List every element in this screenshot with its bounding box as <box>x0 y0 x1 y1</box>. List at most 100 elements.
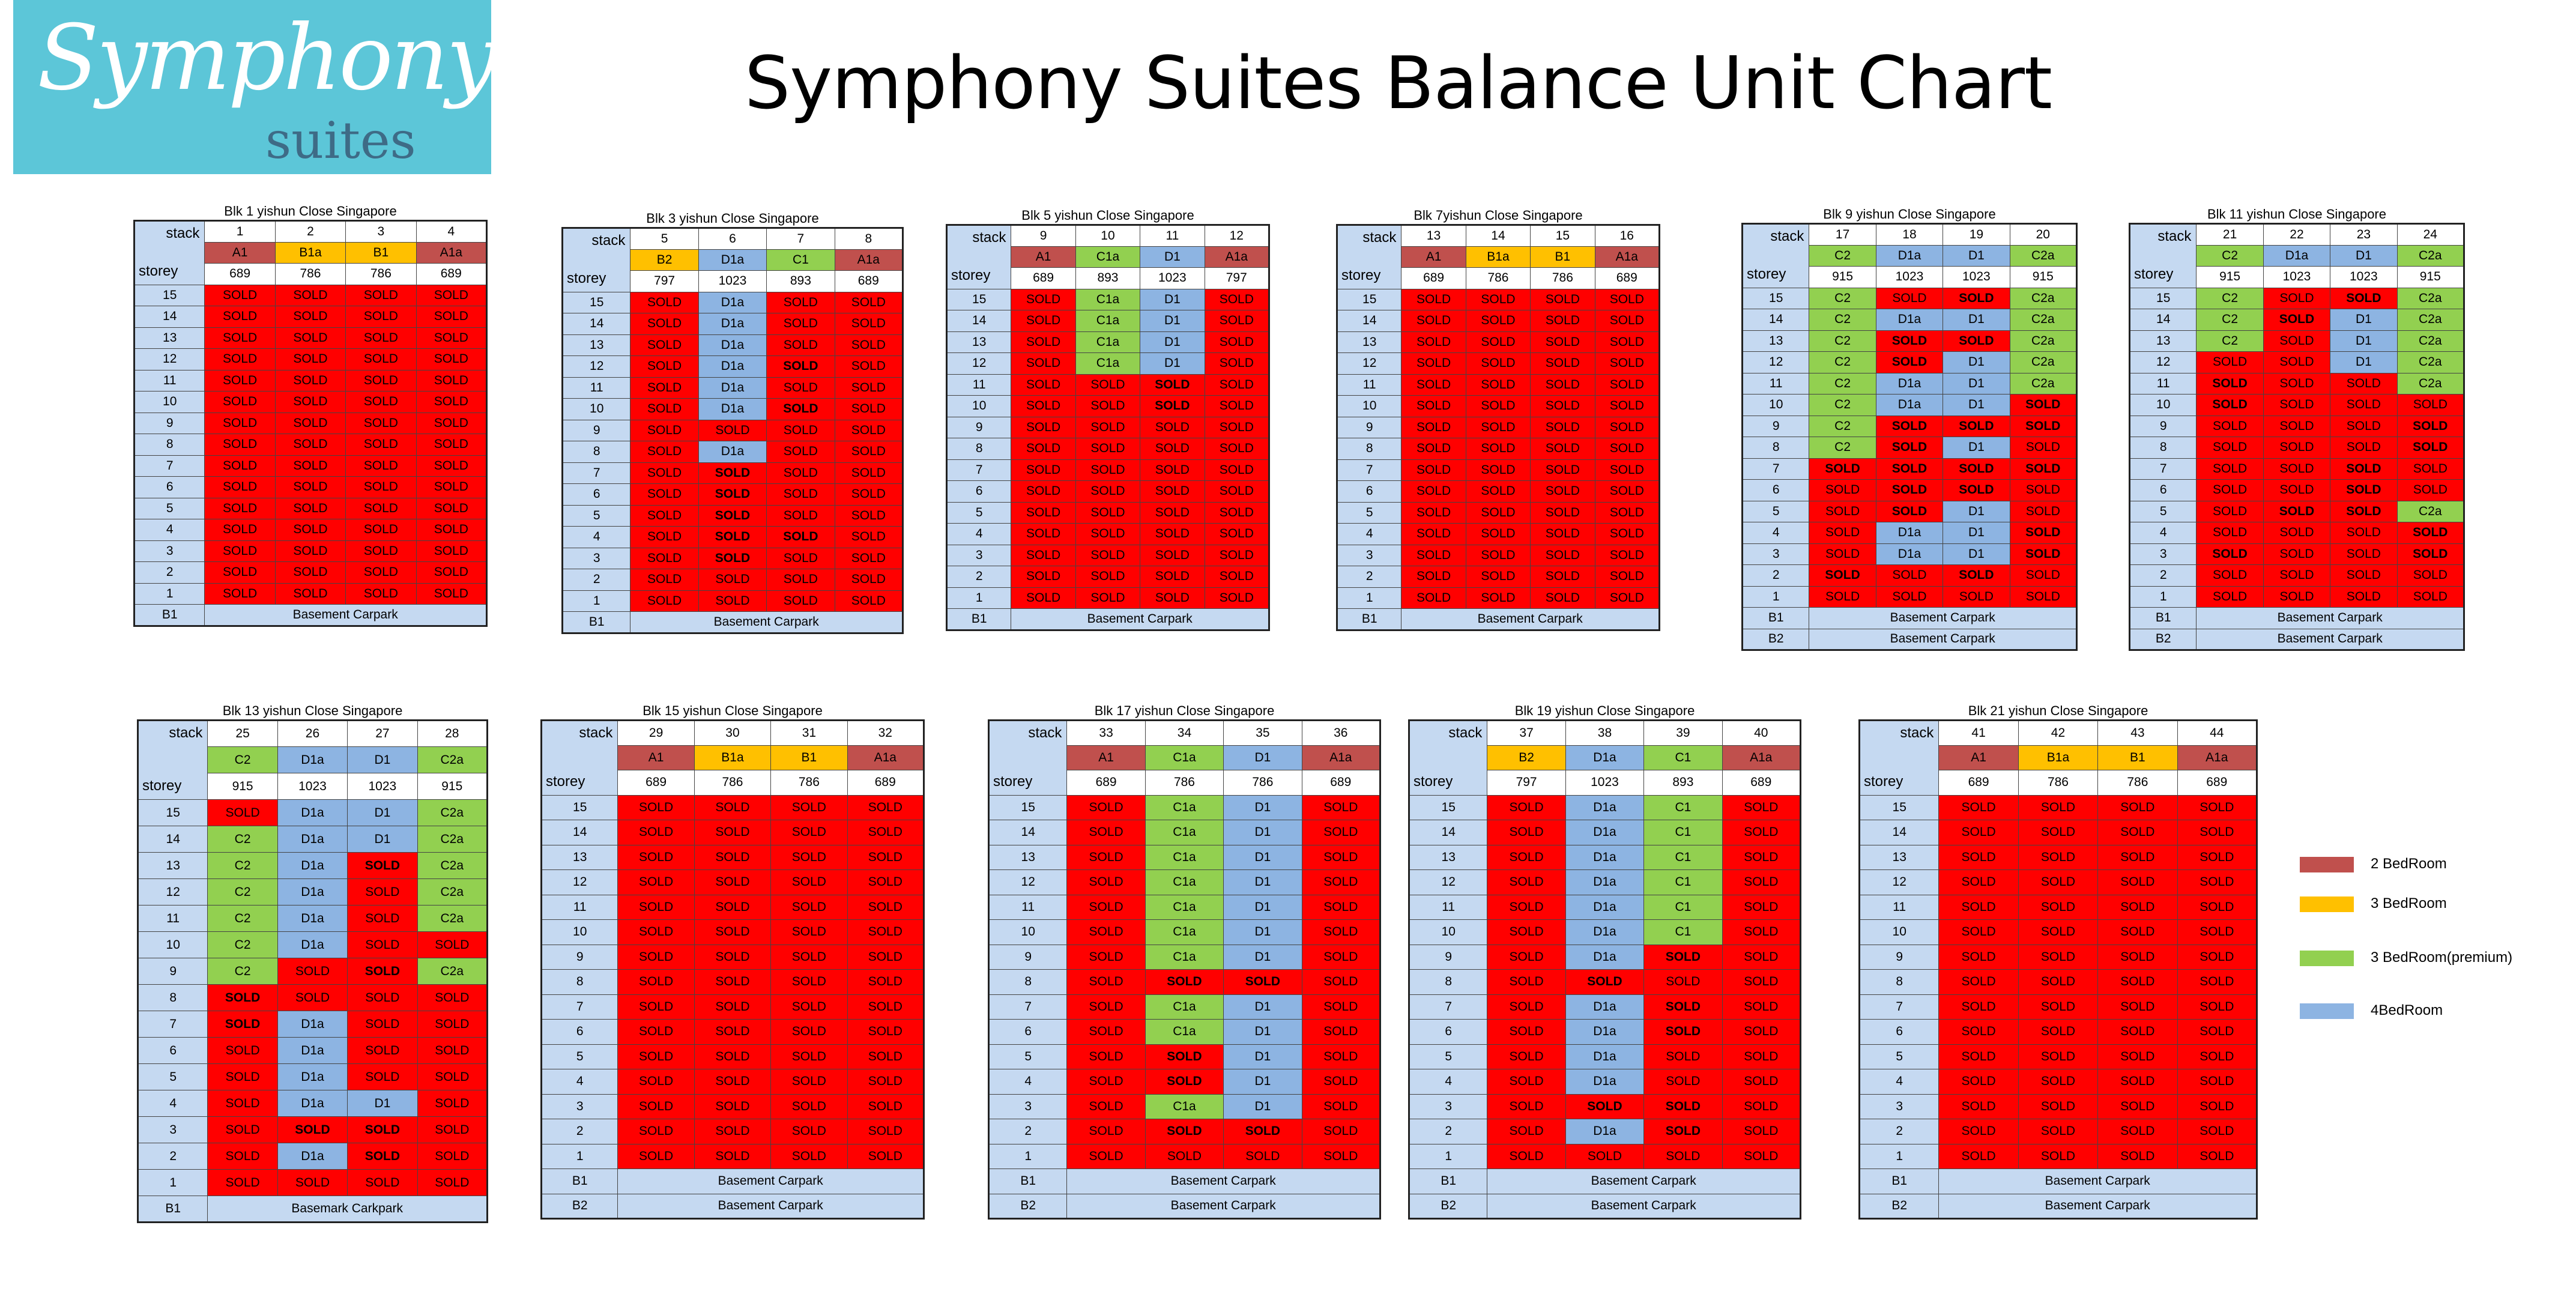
unit-cell[interactable]: SOLD <box>1204 288 1270 310</box>
unit-cell[interactable]: SOLD <box>1011 352 1076 375</box>
unit-cell[interactable]: SOLD <box>204 369 276 392</box>
unit-cell[interactable]: SOLD <box>1943 287 2010 309</box>
unit-cell[interactable]: SOLD <box>1011 288 1076 310</box>
unit-cell[interactable]: SOLD <box>698 590 767 612</box>
unit-cell[interactable]: D1 <box>1140 331 1205 353</box>
unit-cell[interactable]: SOLD <box>1465 523 1531 545</box>
unit-cell[interactable]: SOLD <box>347 1037 418 1064</box>
unit-cell[interactable]: D1a <box>1875 394 1944 416</box>
unit-cell[interactable]: SOLD <box>1401 544 1466 566</box>
unit-cell[interactable]: SOLD <box>1401 310 1466 332</box>
unit-cell[interactable]: C1a <box>1144 844 1224 870</box>
unit-cell[interactable]: SOLD <box>1565 1143 1645 1169</box>
unit-cell[interactable]: SOLD <box>617 1044 695 1069</box>
unit-cell[interactable]: SOLD <box>834 483 904 506</box>
unit-cell[interactable]: C2a <box>2396 287 2465 309</box>
unit-cell[interactable]: SOLD <box>1066 844 1146 870</box>
unit-cell[interactable]: SOLD <box>2177 844 2258 870</box>
unit-cell[interactable]: SOLD <box>2097 844 2178 870</box>
unit-cell[interactable]: SOLD <box>847 1119 925 1144</box>
unit-cell[interactable]: SOLD <box>2263 309 2331 331</box>
unit-cell[interactable]: SOLD <box>1011 523 1076 545</box>
unit-cell[interactable]: D1a <box>277 799 348 826</box>
unit-cell[interactable]: SOLD <box>1722 919 1801 945</box>
unit-cell[interactable]: SOLD <box>1594 566 1660 588</box>
unit-cell[interactable]: SOLD <box>2177 1069 2258 1095</box>
unit-cell[interactable]: SOLD <box>2263 415 2331 437</box>
unit-cell[interactable]: SOLD <box>1487 969 1566 995</box>
unit-cell[interactable]: SOLD <box>1530 438 1595 460</box>
unit-cell[interactable]: SOLD <box>2097 1019 2178 1045</box>
unit-cell[interactable]: SOLD <box>1204 373 1270 396</box>
unit-cell[interactable]: SOLD <box>347 905 418 932</box>
unit-cell[interactable]: SOLD <box>347 958 418 985</box>
unit-cell[interactable]: D1a <box>1565 844 1645 870</box>
unit-cell[interactable]: SOLD <box>347 852 418 879</box>
unit-cell[interactable]: SOLD <box>417 1063 488 1090</box>
unit-cell[interactable]: SOLD <box>2097 820 2178 845</box>
unit-cell[interactable]: SOLD <box>1301 894 1381 920</box>
unit-cell[interactable]: SOLD <box>1643 1143 1723 1169</box>
unit-cell[interactable]: D1 <box>347 799 418 826</box>
unit-cell[interactable]: SOLD <box>1809 479 1876 501</box>
unit-cell[interactable]: SOLD <box>694 1119 772 1144</box>
unit-cell[interactable]: SOLD <box>847 820 925 845</box>
unit-cell[interactable]: SOLD <box>417 1143 488 1170</box>
unit-cell[interactable]: SOLD <box>834 462 904 484</box>
unit-cell[interactable]: C1a <box>1144 944 1224 970</box>
unit-cell[interactable]: SOLD <box>698 462 767 484</box>
unit-cell[interactable]: SOLD <box>1487 944 1566 970</box>
unit-cell[interactable]: SOLD <box>417 1011 488 1038</box>
unit-cell[interactable]: SOLD <box>207 1169 278 1196</box>
unit-cell[interactable]: SOLD <box>630 291 699 313</box>
unit-cell[interactable]: SOLD <box>694 844 772 870</box>
unit-cell[interactable]: SOLD <box>1875 351 1944 373</box>
unit-cell[interactable]: SOLD <box>1643 1119 1723 1144</box>
unit-cell[interactable]: SOLD <box>2009 394 2078 416</box>
unit-cell[interactable]: SOLD <box>770 994 848 1020</box>
unit-cell[interactable]: SOLD <box>1938 844 2019 870</box>
unit-cell[interactable]: SOLD <box>1401 566 1466 588</box>
unit-cell[interactable]: C2a <box>417 852 488 879</box>
unit-cell[interactable]: C2 <box>1809 287 1876 309</box>
unit-cell[interactable]: SOLD <box>1594 373 1660 396</box>
unit-cell[interactable]: SOLD <box>1530 459 1595 481</box>
unit-cell[interactable]: SOLD <box>2330 415 2398 437</box>
unit-cell[interactable]: SOLD <box>207 1011 278 1038</box>
unit-cell[interactable]: SOLD <box>766 419 835 441</box>
unit-cell[interactable]: SOLD <box>2018 869 2099 895</box>
unit-cell[interactable]: SOLD <box>834 590 904 612</box>
unit-cell[interactable]: SOLD <box>274 327 346 349</box>
unit-cell[interactable]: SOLD <box>1066 869 1146 895</box>
unit-cell[interactable]: SOLD <box>277 958 348 985</box>
unit-cell[interactable]: SOLD <box>1722 1093 1801 1119</box>
unit-cell[interactable]: SOLD <box>847 919 925 945</box>
unit-cell[interactable]: SOLD <box>2018 1044 2099 1069</box>
unit-cell[interactable]: SOLD <box>345 306 417 328</box>
unit-cell[interactable]: SOLD <box>2177 894 2258 920</box>
unit-cell[interactable]: D1a <box>1565 919 1645 945</box>
unit-cell[interactable]: SOLD <box>1223 969 1302 995</box>
unit-cell[interactable]: SOLD <box>834 419 904 441</box>
unit-cell[interactable]: SOLD <box>2018 794 2099 820</box>
unit-cell[interactable]: SOLD <box>1204 544 1270 566</box>
unit-cell[interactable]: SOLD <box>2263 479 2331 501</box>
unit-cell[interactable]: SOLD <box>766 547 835 569</box>
unit-cell[interactable]: SOLD <box>1875 330 1944 352</box>
unit-cell[interactable]: SOLD <box>770 919 848 945</box>
unit-cell[interactable]: C2 <box>1809 309 1876 331</box>
unit-cell[interactable]: SOLD <box>1809 543 1876 565</box>
unit-cell[interactable]: SOLD <box>2097 969 2178 995</box>
unit-cell[interactable]: SOLD <box>1301 1143 1381 1169</box>
unit-cell[interactable]: SOLD <box>274 497 346 519</box>
unit-cell[interactable]: SOLD <box>1011 480 1076 503</box>
unit-cell[interactable]: SOLD <box>630 590 699 612</box>
unit-cell[interactable]: SOLD <box>2009 522 2078 544</box>
unit-cell[interactable]: SOLD <box>847 1093 925 1119</box>
unit-cell[interactable]: SOLD <box>204 412 276 434</box>
unit-cell[interactable]: D1 <box>1943 437 2010 459</box>
unit-cell[interactable]: SOLD <box>345 327 417 349</box>
unit-cell[interactable]: C2a <box>417 905 488 932</box>
unit-cell[interactable]: SOLD <box>630 483 699 506</box>
unit-cell[interactable]: SOLD <box>630 334 699 356</box>
